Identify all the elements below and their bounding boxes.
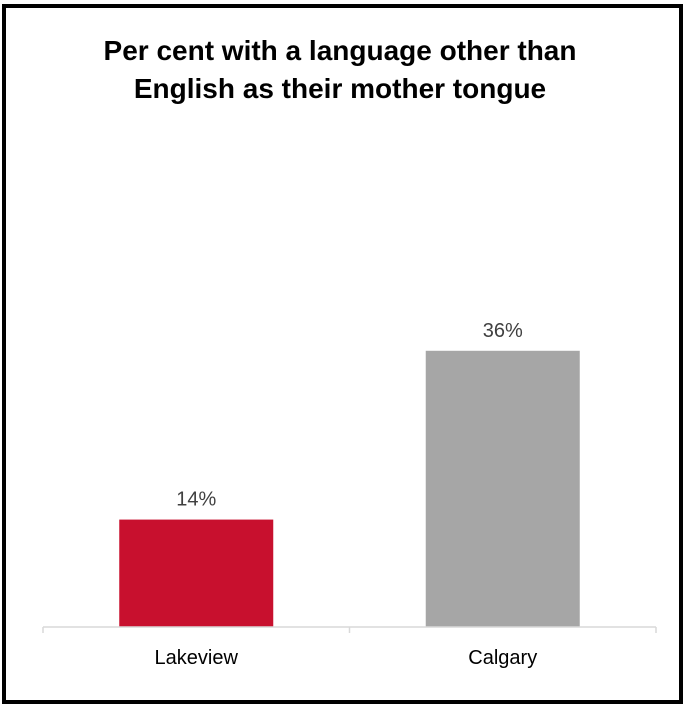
data-label-calgary: 36%	[483, 320, 523, 342]
x-tick-label-calgary: Calgary	[468, 647, 537, 669]
bars-layer	[119, 350, 580, 627]
x-axis	[42, 626, 657, 633]
bar-calgary	[425, 350, 580, 627]
data-label-lakeview: 14%	[176, 489, 216, 511]
chart-title: Per cent with a language other than Engl…	[103, 35, 577, 104]
bar-lakeview	[119, 519, 274, 627]
labels-layer: 14% Lakeview 36% Calgary	[155, 320, 538, 669]
bar-chart: 14% Lakeview 36% Calgary	[42, 320, 657, 669]
x-tick-label-lakeview: Lakeview	[155, 647, 239, 669]
